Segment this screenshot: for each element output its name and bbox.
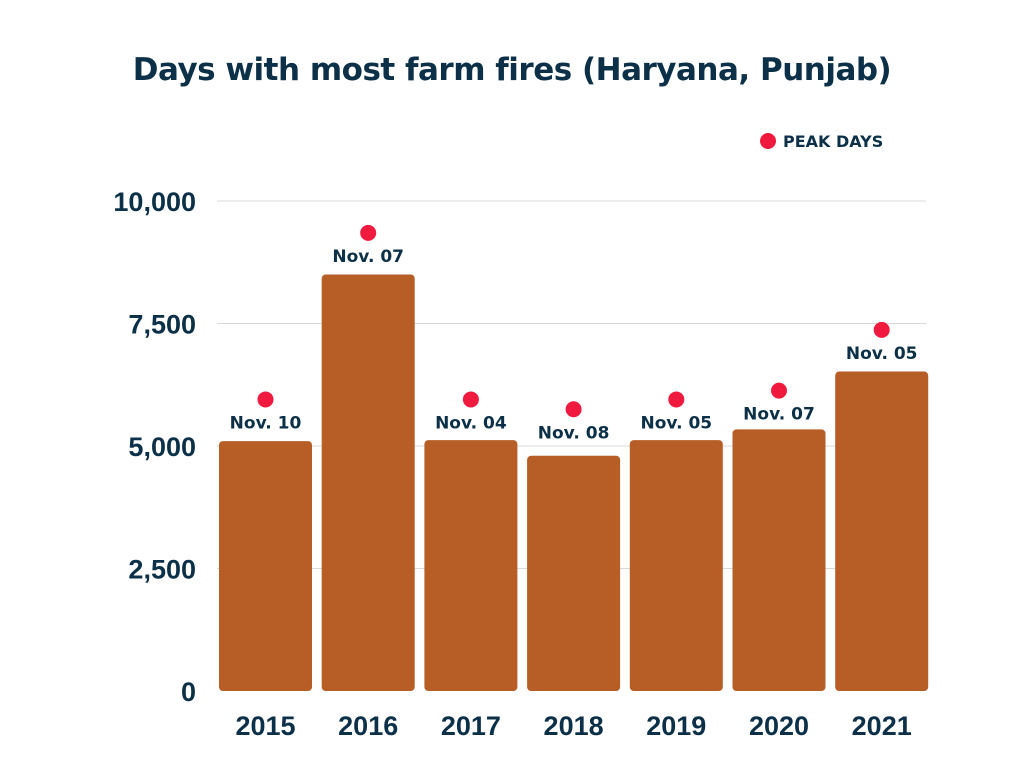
legend-marker-icon <box>760 133 776 149</box>
y-tick-label: 2,500 <box>128 555 196 585</box>
peak-markers: Nov. 10 Nov. 07 Nov. 04 Nov. 08 Nov. 05 Nov. … <box>230 224 918 443</box>
x-tick-label-2020: 2020 <box>749 711 809 741</box>
peak-marker-2016 <box>360 224 377 241</box>
peak-label-2015: Nov. 10 <box>230 413 302 433</box>
x-tick-label-2015: 2015 <box>235 711 295 741</box>
x-tick-label-2016: 2016 <box>338 711 398 741</box>
peak-label-2020: Nov. 07 <box>743 405 815 425</box>
peak-marker-2018 <box>565 401 582 418</box>
y-tick-label: 10,000 <box>113 187 196 217</box>
bar-2021 <box>835 371 929 691</box>
legend: PEAK DAYS <box>760 132 883 151</box>
bar-2019 <box>629 440 723 691</box>
peak-marker-2020 <box>771 382 787 399</box>
peak-marker-2017 <box>462 391 479 408</box>
x-tick-label-2021: 2021 <box>852 711 912 741</box>
peak-label-2016: Nov. 07 <box>332 247 404 267</box>
peak-label-2019: Nov. 05 <box>640 413 712 433</box>
legend-label: PEAK DAYS <box>783 132 883 151</box>
x-axis-ticks: 2015 2016 2017 2018 2019 2020 2021 <box>235 711 911 741</box>
y-tick-label: 0 <box>181 677 196 707</box>
peak-label-2018: Nov. 08 <box>538 423 610 443</box>
bar-2015 <box>219 441 312 691</box>
y-tick-label: 5,000 <box>128 432 196 462</box>
chart-title: Days with most farm fires (Haryana, Punj… <box>132 52 892 88</box>
peak-label-2017: Nov. 04 <box>435 413 507 433</box>
peak-label-2021: Nov. 05 <box>846 344 918 364</box>
x-tick-label-2019: 2019 <box>646 711 706 741</box>
x-tick-label-2017: 2017 <box>441 711 501 741</box>
peak-marker-2015 <box>257 391 274 408</box>
y-tick-label: 7,500 <box>128 310 196 340</box>
bar-2016 <box>321 274 415 691</box>
bar-2018 <box>527 455 621 691</box>
y-axis-ticks: 0 2,500 5,000 7,500 10,000 <box>113 187 196 707</box>
x-tick-label-2018: 2018 <box>544 711 604 741</box>
bar-2020 <box>732 429 826 691</box>
bars <box>219 274 929 691</box>
peak-marker-2021 <box>873 321 890 338</box>
peak-marker-2019 <box>668 391 685 408</box>
bar-2017 <box>424 440 518 691</box>
